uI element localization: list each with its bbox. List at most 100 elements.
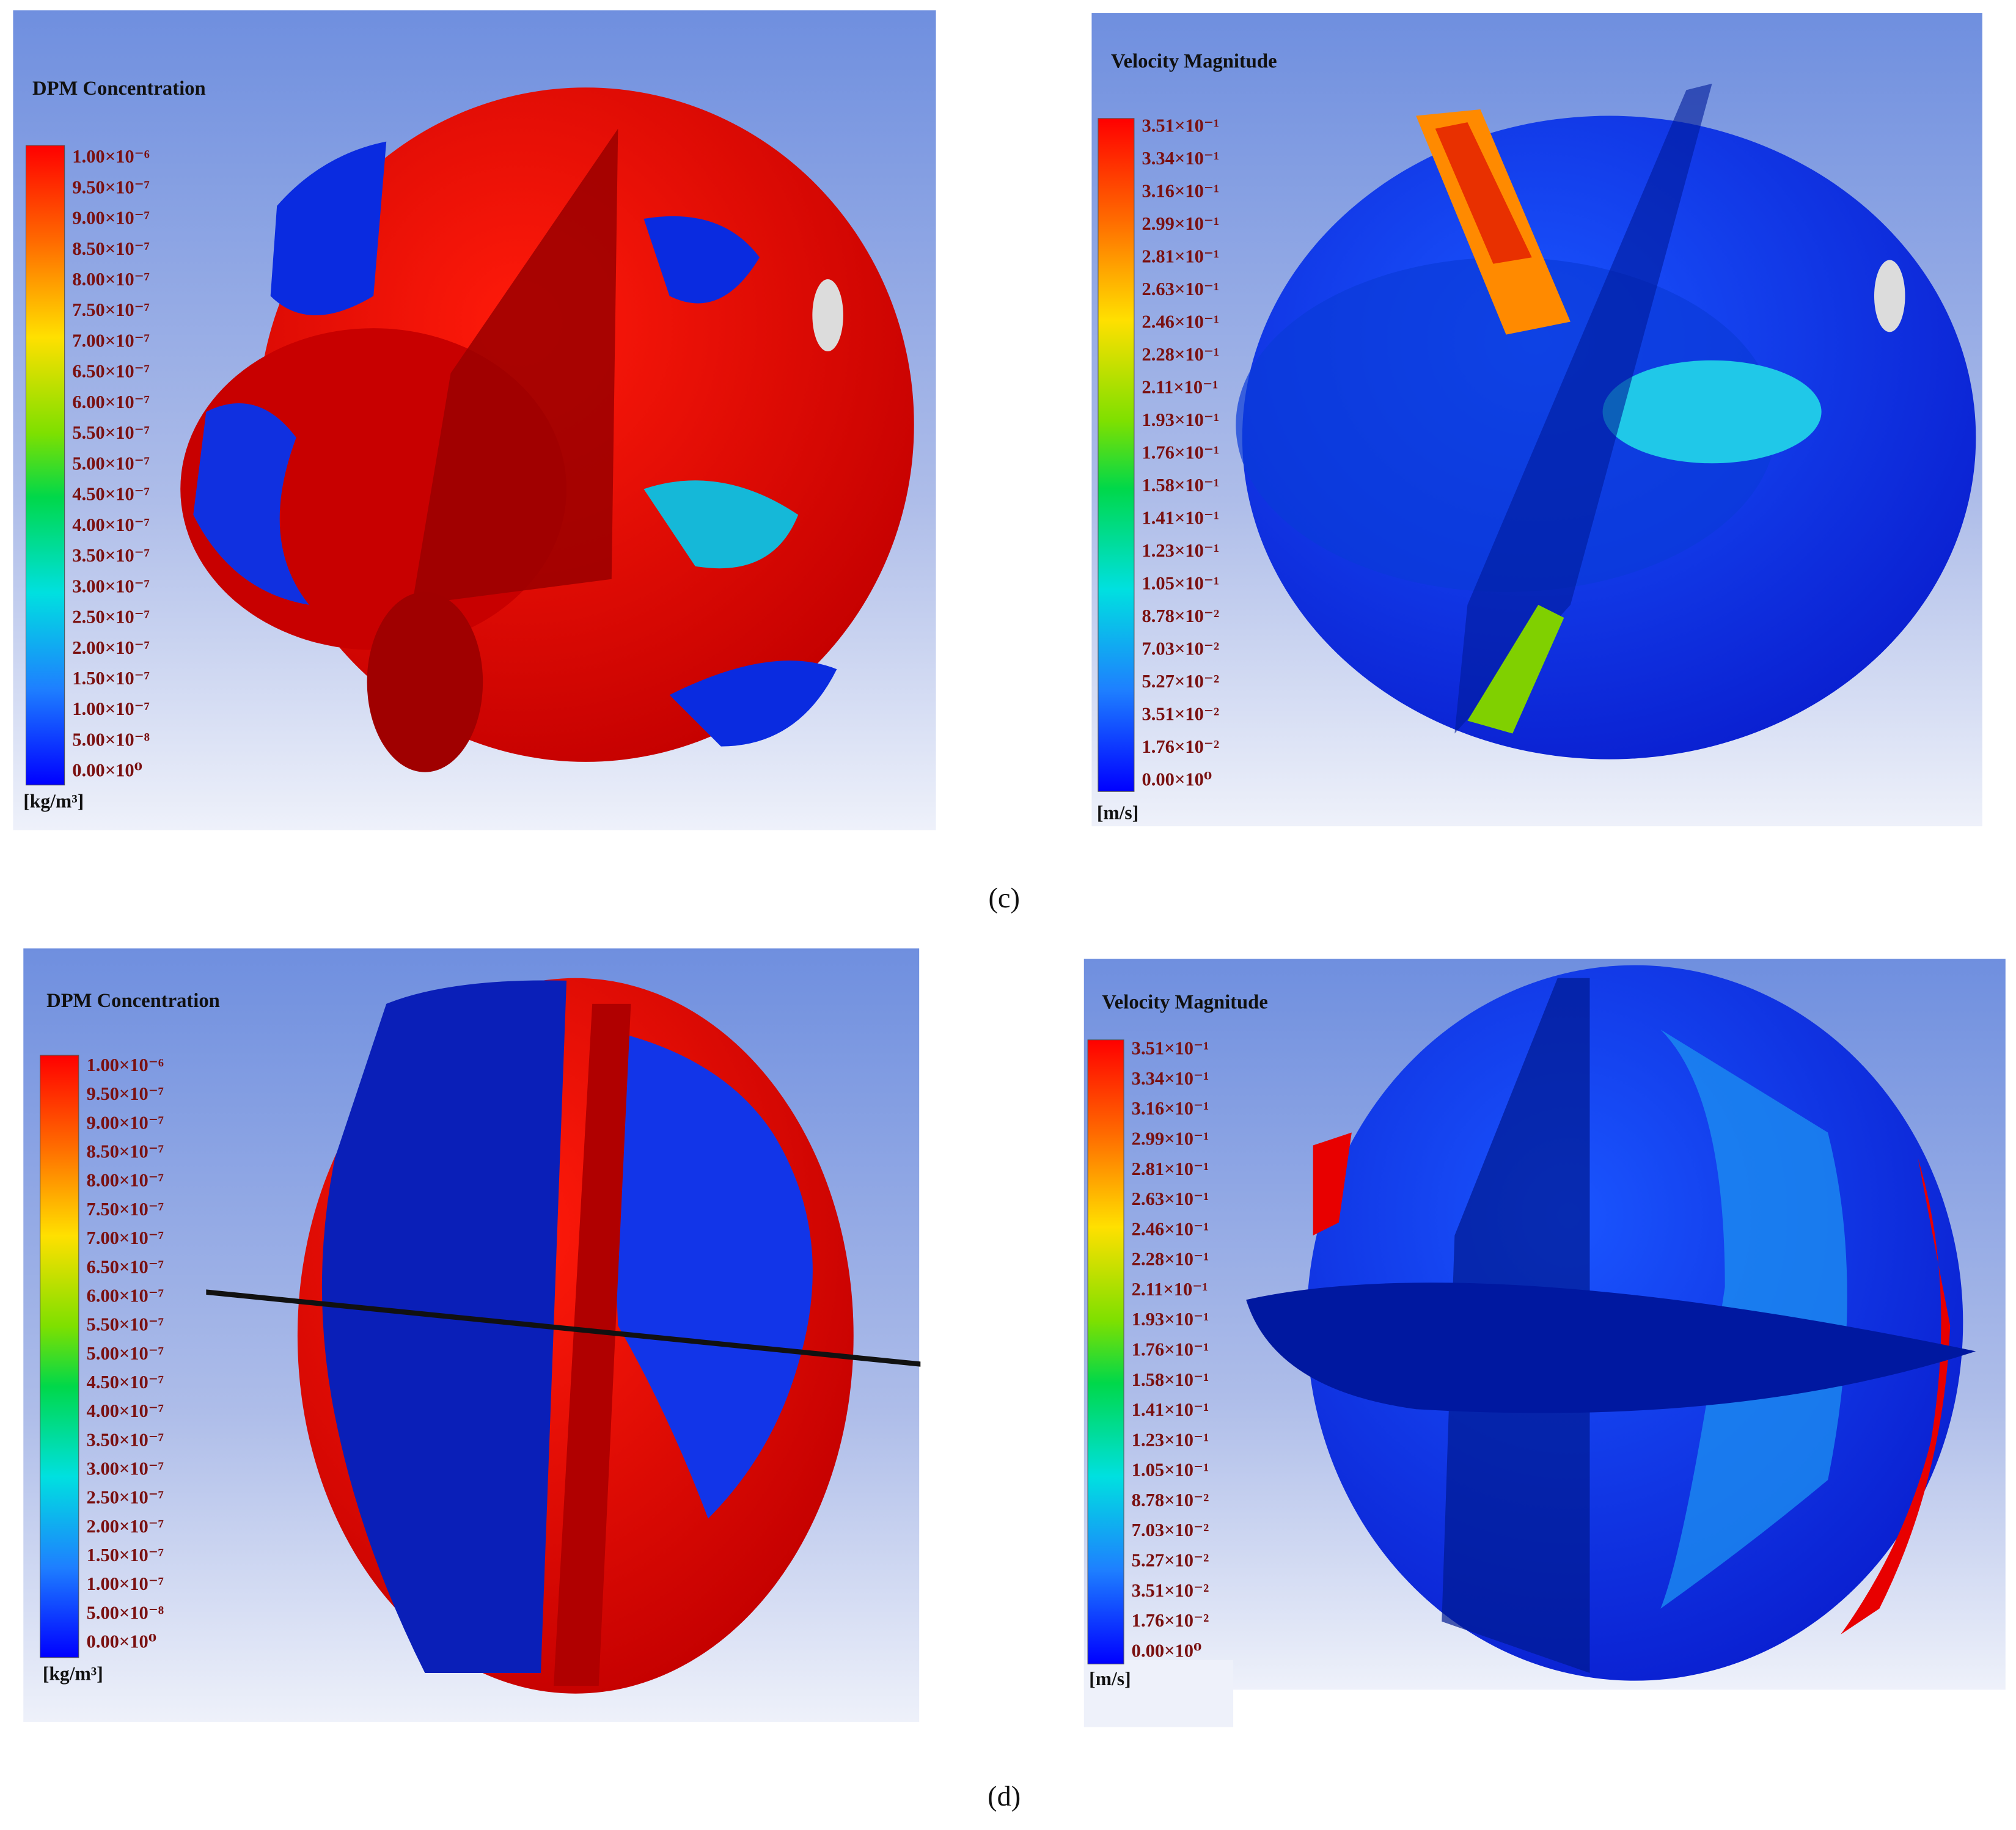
legend-label: 8.78×10⁻² bbox=[1132, 1490, 1209, 1510]
legend-label: 0.00×10⁰ bbox=[72, 760, 142, 781]
legend-label: 1.00×10⁻⁶ bbox=[72, 146, 150, 167]
legend-label: 3.51×10⁻² bbox=[1142, 703, 1220, 724]
legend-label: 2.63×10⁻¹ bbox=[1142, 279, 1220, 299]
legend-label: 1.58×10⁻¹ bbox=[1132, 1369, 1209, 1390]
legend-label: 2.11×10⁻¹ bbox=[1132, 1279, 1208, 1300]
legend-label: 2.50×10⁻⁷ bbox=[72, 607, 150, 628]
contour-render bbox=[1236, 83, 1976, 759]
legend-label: 3.50×10⁻⁷ bbox=[86, 1429, 164, 1450]
legend-label: 4.00×10⁻⁷ bbox=[72, 514, 150, 535]
colorbar bbox=[1098, 118, 1135, 792]
legend-label: 1.41×10⁻¹ bbox=[1132, 1399, 1209, 1420]
legend-label: 3.51×10⁻² bbox=[1132, 1580, 1209, 1601]
legend-label: 5.00×10⁻⁷ bbox=[72, 453, 150, 474]
legend-label: 1.76×10⁻¹ bbox=[1132, 1339, 1209, 1360]
colorbar bbox=[25, 145, 65, 786]
legend-label: 1.23×10⁻¹ bbox=[1132, 1429, 1209, 1450]
legend-label: 1.50×10⁻⁷ bbox=[86, 1545, 164, 1565]
legend-label: 3.00×10⁻⁷ bbox=[72, 576, 150, 596]
legend-label: 3.34×10⁻¹ bbox=[1132, 1068, 1209, 1089]
legend-label: 4.50×10⁻⁷ bbox=[86, 1372, 164, 1393]
legend-label: 6.50×10⁻⁷ bbox=[72, 361, 150, 382]
legend-label: 8.50×10⁻⁷ bbox=[72, 238, 150, 259]
legend-label: 2.46×10⁻¹ bbox=[1132, 1218, 1209, 1239]
legend-label: 1.05×10⁻¹ bbox=[1142, 573, 1220, 593]
legend-label: 0.00×10⁰ bbox=[1142, 769, 1212, 789]
legend-label: 8.78×10⁻² bbox=[1142, 606, 1220, 626]
legend-label: 7.50×10⁻⁷ bbox=[72, 299, 150, 320]
legend-label: 7.00×10⁻⁷ bbox=[86, 1228, 164, 1248]
legend-label: 2.50×10⁻⁷ bbox=[86, 1487, 164, 1508]
legend-label: 7.03×10⁻² bbox=[1132, 1520, 1209, 1540]
legend-label: 5.27×10⁻² bbox=[1142, 671, 1220, 692]
legend-title: DPM Concentration bbox=[32, 78, 206, 100]
legend-unit: [m/s] bbox=[1097, 802, 1138, 823]
legend-unit: [kg/m³] bbox=[43, 1663, 103, 1685]
legend-label: 2.99×10⁻¹ bbox=[1142, 213, 1220, 234]
legend-label: 8.00×10⁻⁷ bbox=[72, 269, 150, 290]
legend-label: 3.51×10⁻¹ bbox=[1142, 115, 1220, 136]
contour-render bbox=[206, 978, 921, 1694]
legend-label: 0.00×10⁰ bbox=[86, 1631, 156, 1652]
legend-label: 2.63×10⁻¹ bbox=[1132, 1188, 1209, 1209]
legend-label: 5.50×10⁻⁷ bbox=[86, 1314, 164, 1335]
legend-label: 7.00×10⁻⁷ bbox=[72, 330, 150, 351]
legend-label: 4.50×10⁻⁷ bbox=[72, 484, 150, 505]
legend-label: 1.00×10⁻⁷ bbox=[86, 1573, 164, 1594]
panel-caption: (d) bbox=[988, 1781, 1021, 1812]
legend-label: 1.76×10⁻¹ bbox=[1142, 442, 1220, 463]
legend-label: 3.16×10⁻¹ bbox=[1132, 1098, 1209, 1119]
legend-label: 5.00×10⁻⁸ bbox=[86, 1602, 164, 1623]
legend-label: 1.50×10⁻⁷ bbox=[72, 668, 150, 689]
legend-label: 1.58×10⁻¹ bbox=[1142, 475, 1220, 496]
legend-label: 1.76×10⁻² bbox=[1132, 1610, 1209, 1631]
legend-label: 3.50×10⁻⁷ bbox=[72, 545, 150, 566]
legend-title: DPM Concentration bbox=[46, 990, 220, 1012]
legend-label: 3.16×10⁻¹ bbox=[1142, 181, 1220, 202]
legend-label: 7.50×10⁻⁷ bbox=[86, 1199, 164, 1220]
legend-label: 3.00×10⁻⁷ bbox=[86, 1459, 164, 1479]
legend-unit: [kg/m³] bbox=[23, 791, 84, 812]
legend-label: 2.99×10⁻¹ bbox=[1132, 1129, 1209, 1149]
legend-label: 5.00×10⁻⁷ bbox=[86, 1343, 164, 1364]
legend-title: Velocity Magnitude bbox=[1111, 51, 1277, 73]
legend-label: 9.50×10⁻⁷ bbox=[72, 177, 150, 197]
colorbar bbox=[40, 1055, 79, 1658]
legend-label: 1.23×10⁻¹ bbox=[1142, 540, 1220, 561]
legend-label: 2.28×10⁻¹ bbox=[1142, 344, 1220, 365]
legend-unit: [m/s] bbox=[1089, 1668, 1131, 1689]
legend-label: 5.00×10⁻⁸ bbox=[72, 729, 150, 750]
legend-label: 1.00×10⁻⁷ bbox=[72, 698, 150, 719]
legend-label: 8.00×10⁻⁷ bbox=[86, 1170, 164, 1191]
contour-render bbox=[180, 87, 914, 772]
legend-label: 3.51×10⁻¹ bbox=[1132, 1038, 1209, 1059]
legend-label: 2.46×10⁻¹ bbox=[1142, 311, 1220, 332]
legend-label: 7.03×10⁻² bbox=[1142, 638, 1220, 659]
legend-label: 3.34×10⁻¹ bbox=[1142, 148, 1220, 169]
legend-label: 1.41×10⁻¹ bbox=[1142, 507, 1220, 528]
legend-label: 2.11×10⁻¹ bbox=[1142, 376, 1219, 397]
legend-label: 2.28×10⁻¹ bbox=[1132, 1249, 1209, 1270]
legend-label: 9.00×10⁻⁷ bbox=[86, 1112, 164, 1133]
legend-label: 1.00×10⁻⁶ bbox=[86, 1055, 164, 1075]
legend-label: 8.50×10⁻⁷ bbox=[86, 1141, 164, 1162]
legend-label: 1.93×10⁻¹ bbox=[1132, 1309, 1209, 1330]
colorbar bbox=[1087, 1039, 1124, 1664]
legend-label: 1.93×10⁻¹ bbox=[1142, 409, 1220, 430]
legend-label: 2.81×10⁻¹ bbox=[1132, 1158, 1209, 1179]
legend-label: 5.27×10⁻² bbox=[1132, 1550, 1209, 1570]
legend-label: 2.81×10⁻¹ bbox=[1142, 246, 1220, 267]
panel-background bbox=[1083, 1660, 1234, 1727]
legend-label: 0.00×10⁰ bbox=[1132, 1640, 1202, 1661]
legend-label: 6.00×10⁻⁷ bbox=[72, 392, 150, 412]
legend-title: Velocity Magnitude bbox=[1102, 991, 1268, 1013]
legend-label: 5.50×10⁻⁷ bbox=[72, 422, 150, 443]
legend-label: 2.00×10⁻⁷ bbox=[72, 637, 150, 658]
legend-label: 6.00×10⁻⁷ bbox=[86, 1285, 164, 1306]
contour-render bbox=[1246, 965, 1976, 1681]
legend-label: 6.50×10⁻⁷ bbox=[86, 1256, 164, 1277]
panel-caption: (c) bbox=[988, 883, 1019, 914]
legend-label: 1.05×10⁻¹ bbox=[1132, 1460, 1209, 1480]
